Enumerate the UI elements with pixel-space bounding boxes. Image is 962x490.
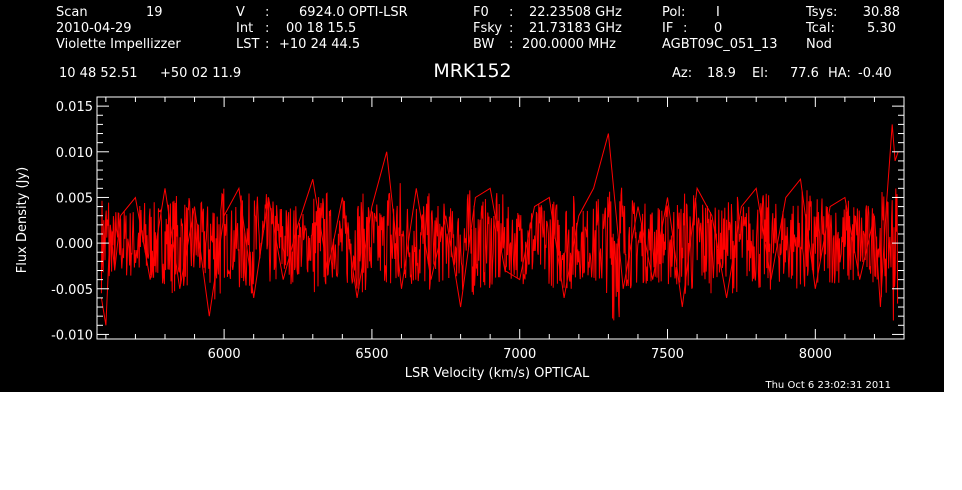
observer-name: Violette Impellizzer [56,37,181,52]
observation-date: 2010-04-29 [56,21,132,36]
bandwidth-value: 200.0000 MHz [522,37,616,52]
lst-label: LST [236,37,260,52]
polarization-label: Pol: [662,5,686,20]
hour-angle-value: -0.40 [858,66,892,81]
spectrum-trace-noise [100,183,899,321]
tcal-label: Tcal: [806,21,835,36]
lst-value: +10 24 44.5 [279,37,361,52]
plot-frame [96,96,905,340]
azimuth-label: Az: [672,66,693,81]
y-tick-label: -0.005 [51,283,93,298]
polarization-value: I [716,5,720,20]
velocity-value: 6924.0 OPTI-LSR [299,5,408,20]
y-tick-label: -0.010 [51,328,93,343]
rest-frequency-separator: : [509,5,514,20]
scan-label: Scan [56,5,88,20]
x-tick-label: 6500 [355,347,388,362]
bandwidth-separator: : [509,37,514,52]
sky-frequency-label: Fsky [473,21,503,36]
sky-frequency-value: 21.73183 GHz [529,21,622,36]
tsys-value: 30.88 [862,5,900,20]
observing-mode: Nod [806,37,832,52]
integration-separator: : [265,21,270,36]
y-axis-label: Flux Density (Jy) [15,167,30,273]
declination: +50 02 11.9 [160,66,242,81]
integration-value: 00 18 15.5 [286,21,357,36]
sky-frequency-separator: : [509,21,514,36]
bandwidth-label: BW [473,37,495,52]
if-label: IF [662,21,674,36]
tcal-value: 5.30 [867,21,896,36]
lst-separator: : [265,37,270,52]
chart-title: MRK152 [433,60,512,82]
project-id: AGBT09C_051_13 [662,37,778,52]
azimuth-value: 18.9 [707,66,736,81]
spectrum-plot: 6000 6500 7000 7500 8000 -0.010 -0.005 0.000 0.0… [15,96,905,391]
scan-number: 19 [146,5,163,20]
tsys-label: Tsys: [806,5,838,20]
integration-label: Int [236,21,254,36]
rest-frequency-label: F0 [473,5,489,20]
velocity-label: V [236,5,245,20]
y-tick-label: 0.015 [56,100,93,115]
y-tick-label: 0.000 [56,237,93,252]
x-axis-label: LSR Velocity (km/s) OPTICAL [405,366,590,381]
x-tick-label: 6000 [208,347,241,362]
rest-frequency-value: 22.23508 GHz [529,5,622,20]
plot-timestamp: Thu Oct 6 23:02:31 2011 [764,380,891,391]
hour-angle-label: HA: [828,66,851,81]
plot-window: Scan 19 2010-04-29 Violette Impellizzer … [0,0,944,392]
elevation-value: 77.6 [790,66,819,81]
y-tick-label: 0.005 [56,191,93,206]
if-value: 0 [714,21,723,36]
velocity-separator: : [265,5,270,20]
if-separator: : [683,21,688,36]
elevation-label: El: [752,66,769,81]
axis-ticks [97,97,904,339]
x-tick-label: 7500 [651,347,684,362]
x-tick-label: 7000 [503,347,536,362]
y-tick-label: 0.010 [56,146,93,161]
right-ascension: 10 48 52.51 [59,66,138,81]
spectrum-trace-layer [100,124,899,326]
x-tick-label: 8000 [799,347,832,362]
axis-tick-labels: 6000 6500 7000 7500 8000 -0.010 -0.005 0.000 0.0… [51,100,832,362]
